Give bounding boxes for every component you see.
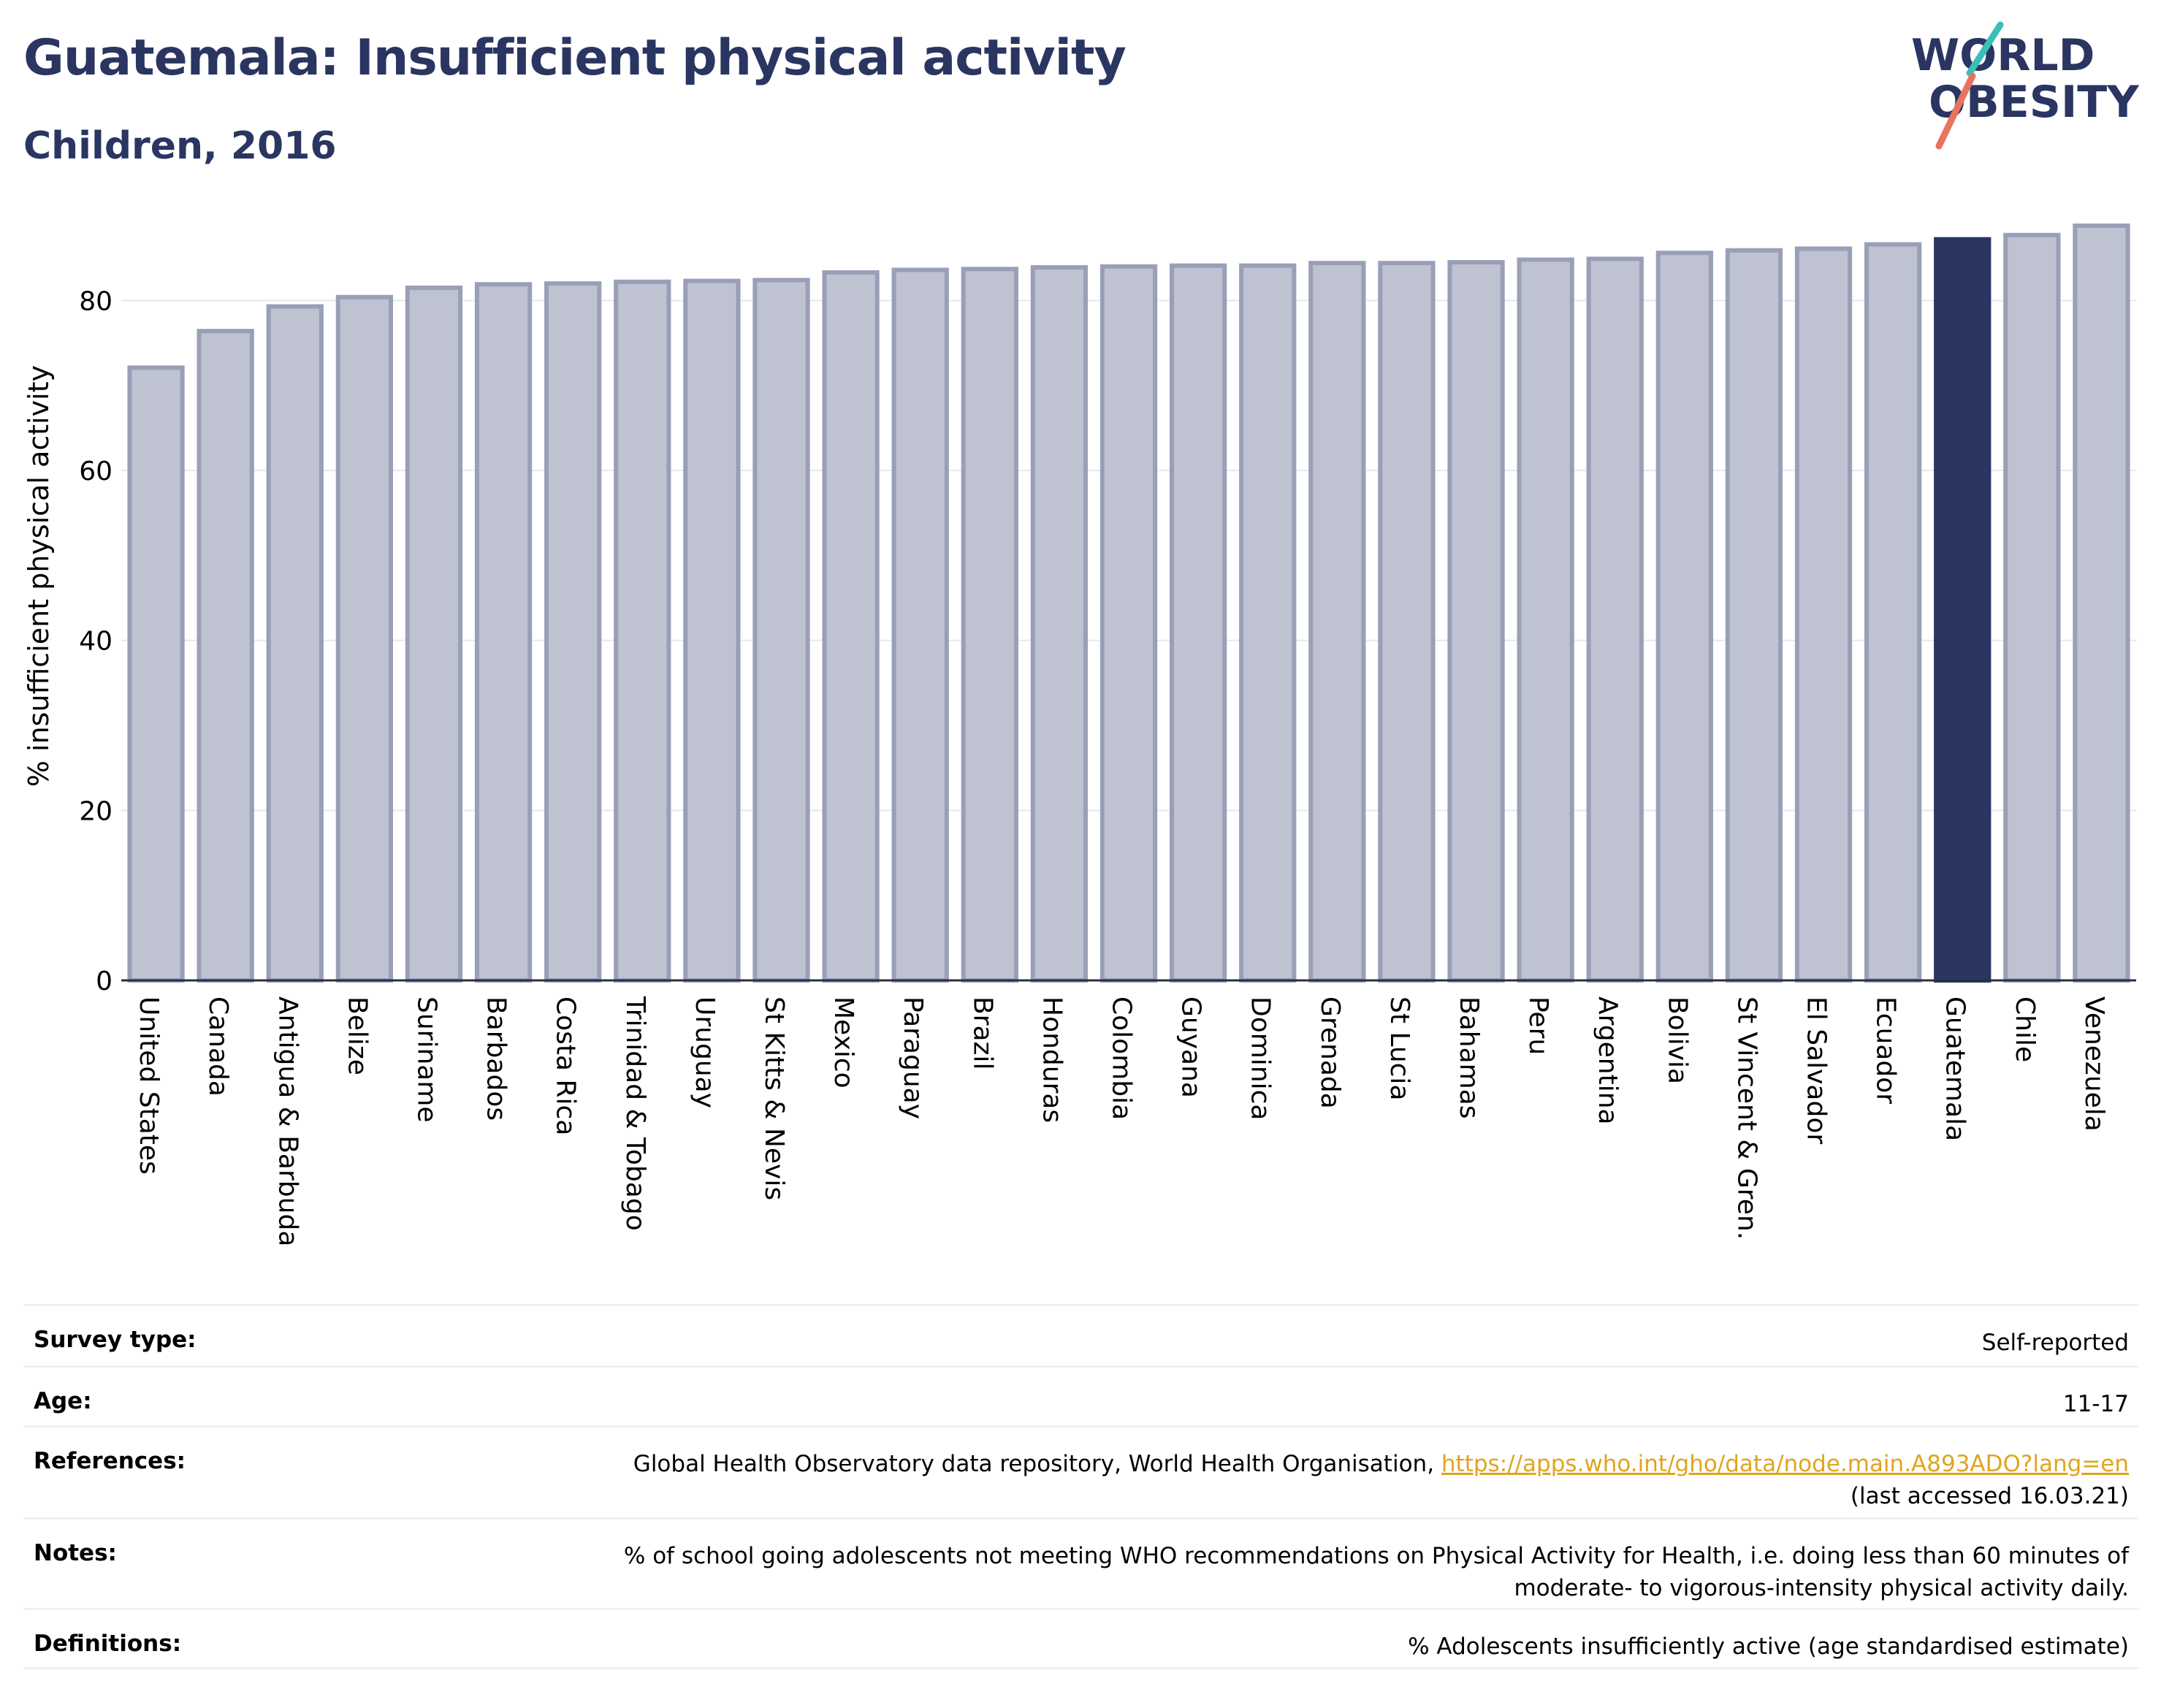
bars-group [121, 223, 2136, 983]
x-tick-label: Canada [203, 996, 233, 1097]
age-label: Age: [34, 1388, 92, 1414]
chart-title: Guatemala: Insufficient physical activit… [23, 29, 1127, 87]
info-row-survey: Survey type: Self-reported [23, 1304, 2139, 1365]
references-accessed: (last accessed 16.03.21) [1850, 1483, 2129, 1509]
x-tick-label: Bahamas [1454, 996, 1484, 1119]
x-tick-label: Guatemala [1940, 996, 1970, 1141]
bar-st-lucia [1378, 261, 1436, 983]
definitions-label: Definitions: [34, 1631, 182, 1657]
y-tick-label: 20 [79, 796, 113, 826]
y-tick-label: 60 [79, 457, 113, 487]
notes-label: Notes: [34, 1540, 117, 1566]
bar-dominica [1239, 263, 1297, 983]
references-value: Global Health Observatory data repositor… [633, 1427, 2139, 1517]
y-axis-label: % insufficient physical activity [23, 365, 55, 787]
y-axis-ticks: 0 20 40 60 80 [79, 286, 113, 996]
x-tick-label: Suriname [411, 996, 441, 1123]
x-tick-label: St Vincent & Gren. [1731, 996, 1761, 1240]
x-tick-label: Honduras [1037, 996, 1067, 1123]
x-tick-label: Antigua & Barbuda [272, 996, 302, 1246]
x-tick-label: Bolivia [1662, 996, 1692, 1084]
bar-venezuela [2073, 223, 2130, 983]
definitions-value: % Adolescents insufficiently active (age… [1408, 1633, 2129, 1660]
x-tick-label: Argentina [1593, 996, 1623, 1125]
bar-antigua-barbuda [266, 304, 324, 983]
bar-colombia [1099, 264, 1158, 983]
bar-mexico [822, 270, 880, 983]
bar-united-states [127, 365, 185, 983]
x-tick-label: Barbados [481, 996, 511, 1121]
y-tick-label: 0 [96, 967, 113, 996]
y-tick-label: 80 [79, 286, 113, 316]
x-tick-label: St Lucia [1384, 996, 1414, 1101]
info-row-references: References: Global Health Observatory da… [23, 1425, 2139, 1517]
x-axis-ticks: United States Canada Antigua & Barbuda Beli… [134, 996, 2109, 1246]
logo-slash-coral [1935, 72, 1976, 150]
logo-word-obesity: OBESITY [1929, 77, 2140, 128]
bar-guatemala [1934, 237, 1992, 983]
y-tick-label: 40 [79, 627, 113, 657]
x-tick-label: Belize [342, 996, 372, 1075]
survey-label: Survey type: [34, 1327, 197, 1353]
info-table: Survey type: Self-reported Age: 11-17 Re… [23, 1304, 2139, 1669]
bar-guyana [1169, 263, 1227, 983]
bar-st-vincent-gren- [1725, 248, 1783, 983]
age-value: 11-17 [2062, 1391, 2129, 1417]
bar-peru [1517, 257, 1574, 983]
bar-bolivia [1655, 251, 1713, 983]
bar-grenada [1308, 261, 1366, 983]
x-tick-label: Guyana [1176, 996, 1206, 1098]
info-row-notes: Notes: % of school going adolescents not… [23, 1517, 2139, 1608]
references-text: Global Health Observatory data repositor… [633, 1451, 1441, 1477]
bar-uruguay [683, 278, 741, 983]
x-tick-label: Ecuador [1871, 996, 1901, 1104]
bar-canada [197, 329, 254, 983]
x-tick-label: Dominica [1246, 996, 1276, 1121]
x-tick-label: Brazil [967, 996, 997, 1070]
logo-word-world: WORLD [1911, 30, 2095, 81]
references-label: References: [34, 1448, 186, 1474]
x-tick-label: Grenada [1315, 996, 1345, 1109]
bar-st-kitts-nevis [752, 278, 810, 983]
notes-value: % of school going adolescents not meetin… [624, 1520, 2139, 1608]
bar-paraguay [891, 267, 949, 983]
logo-slash-teal [1966, 21, 2004, 77]
x-tick-label: Peru [1523, 996, 1553, 1055]
chart-subtitle: Children, 2016 [23, 124, 337, 168]
x-tick-label: Mexico [828, 996, 858, 1089]
x-tick-label: Trinidad & Tobago [620, 996, 650, 1231]
x-tick-label: Paraguay [898, 996, 928, 1119]
notes-line-2: moderate- to vigorous-intensity physical… [1514, 1575, 2129, 1601]
info-row-definitions: Definitions: % Adolescents insufficientl… [23, 1608, 2139, 1669]
survey-value: Self-reported [1981, 1330, 2129, 1356]
bar-brazil [961, 267, 1018, 983]
bar-honduras [1030, 264, 1089, 983]
info-row-age: Age: 11-17 [23, 1365, 2139, 1425]
bar-chart: 0 20 40 60 80 United States Canada Antigua & B… [23, 223, 2136, 1246]
world-obesity-logo: WORLD OBESITY [1911, 21, 2140, 150]
x-tick-label: United States [134, 996, 164, 1175]
x-tick-label: Costa Rica [551, 996, 581, 1135]
bar-chile [2003, 232, 2061, 983]
x-tick-label: Colombia [1107, 996, 1137, 1120]
x-tick-label: Venezuela [2079, 996, 2109, 1132]
x-tick-label: El Salvador [1802, 996, 1832, 1144]
x-tick-label: Chile [2010, 996, 2040, 1062]
bar-ecuador [1864, 242, 1922, 983]
bar-costa-rica [544, 281, 602, 983]
bar-suriname [405, 285, 463, 983]
bar-barbados [474, 282, 533, 983]
bar-bahamas [1447, 259, 1505, 983]
notes-line-1: % of school going adolescents not meetin… [623, 1543, 2129, 1569]
bar-belize [335, 294, 394, 983]
x-tick-label: Uruguay [690, 996, 720, 1108]
references-link[interactable]: https://apps.who.int/gho/data/node.main.… [1441, 1451, 2129, 1477]
bar-el-salvador [1794, 246, 1853, 983]
x-tick-label: St Kitts & Nevis [759, 996, 789, 1200]
bar-trinidad-tobago [614, 279, 671, 983]
bar-argentina [1586, 256, 1644, 983]
